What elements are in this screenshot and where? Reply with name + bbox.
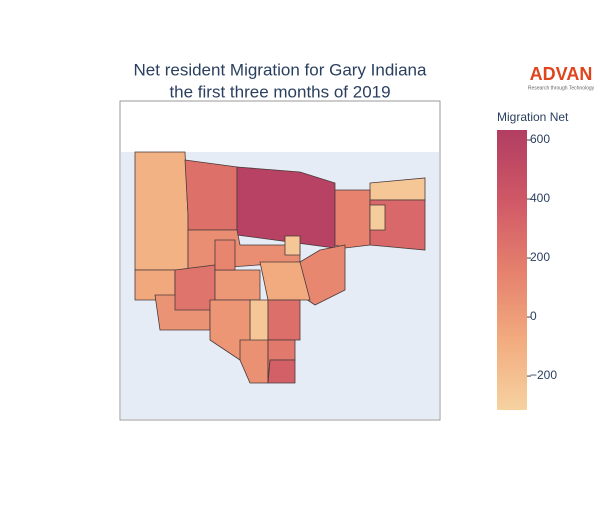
- colorbar-tick-label: 200: [530, 250, 550, 264]
- region: [134, 151, 189, 271]
- region: [369, 204, 386, 231]
- colorbar-tick-label: 0: [530, 309, 537, 323]
- colorbar: [497, 130, 527, 410]
- region: [214, 239, 236, 271]
- logo-tagline: Research through Technology: [528, 85, 595, 91]
- chart-subtitle: the first three months of 2019: [169, 82, 390, 101]
- logo: ADVAN: [530, 64, 593, 84]
- region: [267, 359, 296, 384]
- colorbar-title: Migration Net: [497, 110, 569, 124]
- region: [284, 235, 301, 256]
- region: [267, 299, 301, 341]
- region: [334, 189, 371, 249]
- colorbar-tick-label: −200: [530, 368, 557, 382]
- region: [174, 264, 216, 311]
- region: [259, 261, 311, 301]
- chart-title: Net resident Migration for Gary Indiana: [134, 60, 427, 79]
- region: [239, 339, 269, 384]
- region: [214, 269, 261, 301]
- region: [184, 159, 238, 231]
- colorbar-tick-label: 400: [530, 191, 550, 205]
- colorbar-tick-label: 600: [530, 132, 550, 146]
